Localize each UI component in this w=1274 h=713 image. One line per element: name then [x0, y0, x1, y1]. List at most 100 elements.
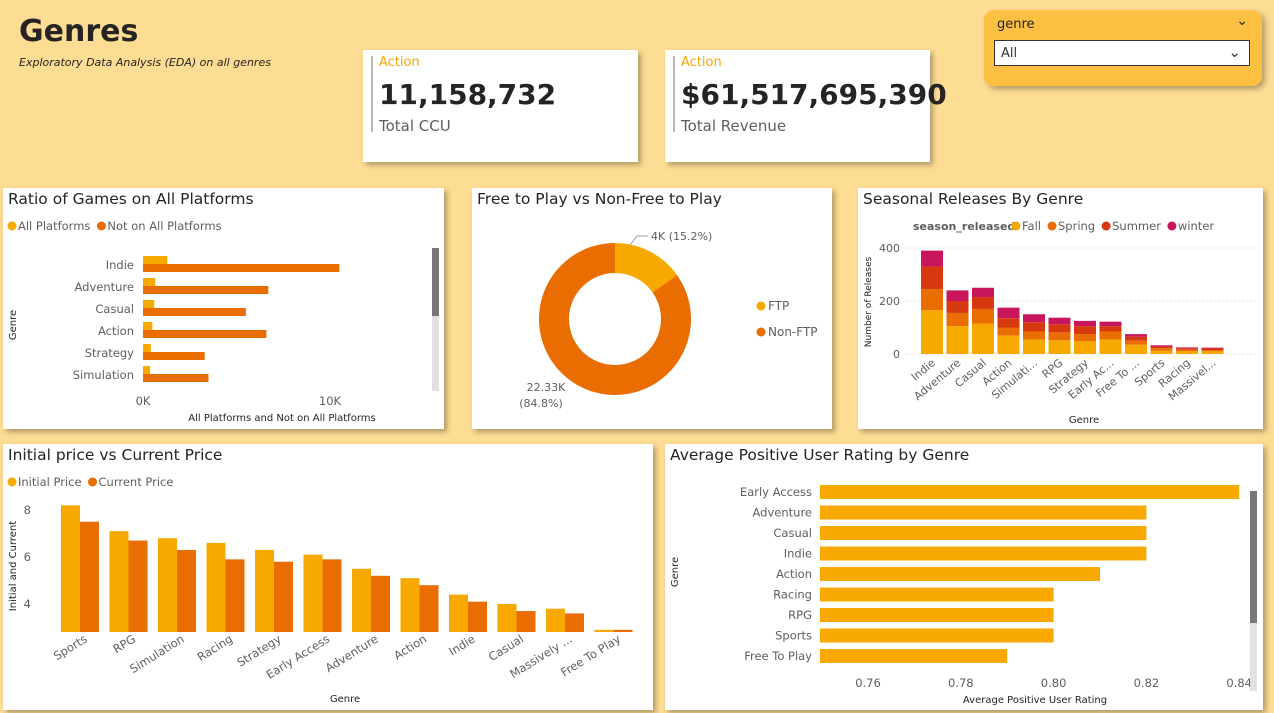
category-label: Racing — [773, 588, 812, 602]
bar-initial-price — [594, 629, 614, 632]
category-label: Sports — [775, 629, 812, 643]
bar-current-price — [613, 629, 633, 632]
bar-segment-summer — [1176, 348, 1198, 350]
bar-segment-winter — [1125, 334, 1147, 337]
category-label: Free To Play — [744, 649, 812, 663]
bar-current-price — [128, 540, 148, 632]
chart-title: Seasonal Releases By Genre — [863, 190, 1084, 208]
chart-title: Ratio of Games on All Platforms — [8, 190, 254, 208]
bar-current-price — [516, 611, 536, 632]
legend-label: Fall — [1022, 219, 1041, 233]
kpi-label: Total CCU — [379, 117, 451, 135]
chevron-down-icon[interactable]: ⌄ — [1228, 43, 1241, 61]
bar-segment-spring — [1125, 340, 1147, 345]
bar-segment-spring — [921, 289, 943, 311]
legend-marker — [7, 477, 17, 487]
kpi-card-total-revenue[interactable]: Action $61,517,695,390 Total Revenue — [665, 50, 947, 162]
tick-label: 4 — [24, 597, 31, 611]
bar-initial-price — [61, 505, 80, 632]
bar-segment-summer — [972, 297, 994, 309]
genre-dropdown[interactable]: All ⌄ — [994, 40, 1250, 66]
slicer-header: genre — [997, 17, 1035, 32]
legend-marker — [96, 221, 106, 231]
bar-segment-summer — [1099, 326, 1122, 332]
bar-segment-fall — [1023, 339, 1045, 354]
bar-rating — [820, 526, 1147, 540]
bar-segment-fall — [1074, 341, 1096, 354]
category-label: Sports — [51, 632, 90, 663]
bar-current-price — [371, 575, 390, 632]
kpi-card-total-ccu[interactable]: Action 11,158,732 Total CCU — [363, 50, 638, 162]
bar-segment-summer — [997, 318, 1020, 328]
bar-rating — [820, 628, 1054, 643]
rating-chart-card[interactable]: Average Positive User Rating by Genre Ea… — [665, 444, 1263, 710]
category-label: RPG — [788, 608, 812, 622]
scrollbar-track — [432, 248, 439, 391]
bar-segment-spring — [1201, 350, 1224, 352]
tick-label: 0K — [136, 394, 151, 408]
legend-label: Summer — [1112, 219, 1161, 233]
platforms-chart-card[interactable]: Ratio of Games on All Platforms All Plat… — [3, 188, 444, 429]
bar-all-platforms — [143, 322, 153, 330]
bar-segment-fall — [1125, 344, 1147, 354]
bar-segment-winter — [921, 250, 943, 267]
category-label: RPG — [110, 632, 138, 657]
seasonal-chart: season_released Fall Spring Summer winter 0 20… — [864, 219, 1256, 426]
kpi-category: Action — [681, 55, 722, 70]
category-label: Adventure — [75, 280, 134, 294]
category-label: Action — [98, 324, 134, 338]
tick-label: 6 — [24, 550, 31, 564]
bar-segment-spring — [1074, 334, 1096, 342]
category-label: Adventure — [753, 506, 812, 520]
category-label: Casual — [773, 526, 812, 540]
bar-segment-spring — [1176, 349, 1198, 352]
tick-label: 0.78 — [948, 676, 974, 690]
bar-segment-fall — [997, 335, 1020, 354]
legend-title: season_released — [913, 220, 1015, 233]
legend-marker — [1047, 221, 1057, 231]
genre-dropdown-value: All — [1001, 46, 1018, 61]
bar-segment-spring — [1048, 332, 1071, 341]
scrollbar-thumb — [432, 248, 439, 316]
category-label: Action — [391, 632, 429, 663]
legend-label: winter — [1178, 219, 1214, 233]
category-label: Indie — [106, 258, 134, 272]
bar-all-platforms — [143, 278, 156, 286]
bar-segment-summer — [1074, 326, 1096, 335]
chevron-down-icon[interactable]: ⌄ — [1236, 13, 1248, 29]
legend-marker — [756, 301, 766, 311]
seasonal-chart-card[interactable]: Seasonal Releases By Genre season_releas… — [858, 188, 1263, 429]
x-axis-title: Genre — [1069, 415, 1099, 426]
category-label: Early Access — [740, 485, 812, 499]
bar-initial-price — [497, 604, 517, 632]
category-label: Casual — [95, 302, 134, 316]
category-label: Simulation — [127, 632, 186, 676]
category-label: Racing — [195, 632, 235, 664]
bar-current-price — [565, 613, 584, 632]
prices-chart-card[interactable]: Initial price vs Current Price Initial P… — [3, 444, 653, 710]
category-label: Action — [776, 567, 812, 581]
bar-not-all-platforms — [143, 308, 246, 316]
bar-segment-spring — [1099, 331, 1122, 340]
bar-initial-price — [158, 538, 177, 632]
bar-initial-price — [303, 554, 323, 632]
bar-all-platforms — [143, 344, 151, 352]
bar-segment-winter — [1074, 320, 1096, 327]
legend-marker — [1167, 221, 1177, 231]
donut-slice-non-ftp — [539, 243, 691, 395]
kpi-accent-bar — [673, 56, 675, 132]
ftp-chart-card[interactable]: Free to Play vs Non-Free to Play 4K (15.… — [472, 188, 832, 429]
bar-current-price — [322, 559, 342, 632]
genre-slicer[interactable]: genre ⌄ All ⌄ — [984, 10, 1262, 86]
data-label: 4K (15.2%) — [651, 230, 712, 243]
tick-label: 0.80 — [1041, 676, 1067, 690]
legend-label: Non-FTP — [768, 325, 818, 339]
bar-not-all-platforms — [143, 264, 340, 272]
legend-label: FTP — [768, 299, 789, 313]
kpi-value: 11,158,732 — [379, 78, 557, 111]
bar-segment-summer — [1125, 336, 1147, 341]
platforms-chart: All Platforms Not on All Platforms Indie Ad… — [7, 219, 439, 424]
bar-rating — [820, 485, 1240, 499]
legend-marker — [7, 221, 17, 231]
bar-initial-price — [400, 578, 420, 632]
